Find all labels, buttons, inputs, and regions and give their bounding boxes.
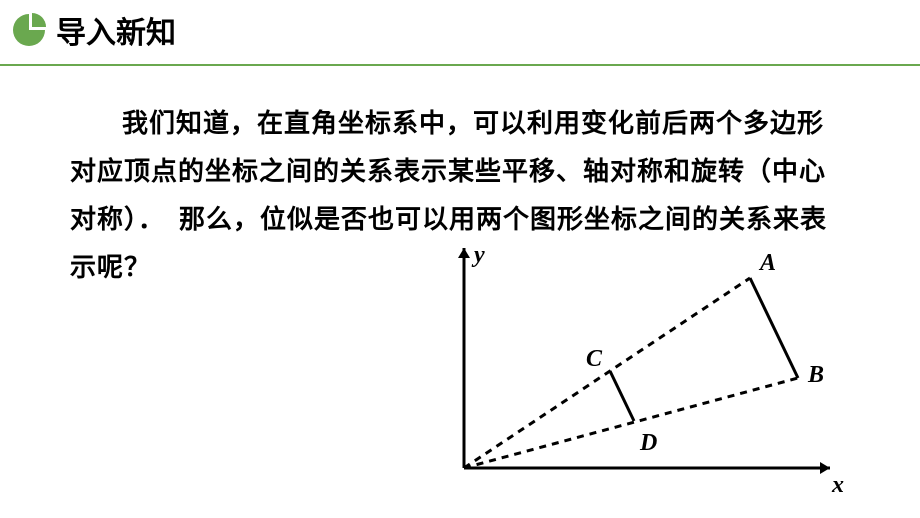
pie-icon: [12, 13, 46, 47]
solid-line-0: [750, 278, 798, 378]
x-label: x: [831, 472, 844, 498]
dashed-line-0: [464, 278, 750, 468]
section-title: 导入新知: [56, 8, 176, 52]
y-label: y: [471, 242, 485, 268]
point-label-C: C: [586, 346, 603, 372]
y-arrow: [458, 248, 470, 258]
dashed-line-1: [464, 378, 798, 468]
point-label-A: A: [758, 250, 776, 276]
x-arrow: [820, 462, 830, 474]
coordinate-diagram: x y A B C D: [410, 238, 850, 498]
solid-line-1: [610, 371, 634, 421]
point-label-B: B: [807, 362, 824, 388]
point-label-D: D: [639, 430, 657, 456]
pie-slice: [32, 13, 46, 27]
header: 导入新知: [0, 0, 920, 66]
